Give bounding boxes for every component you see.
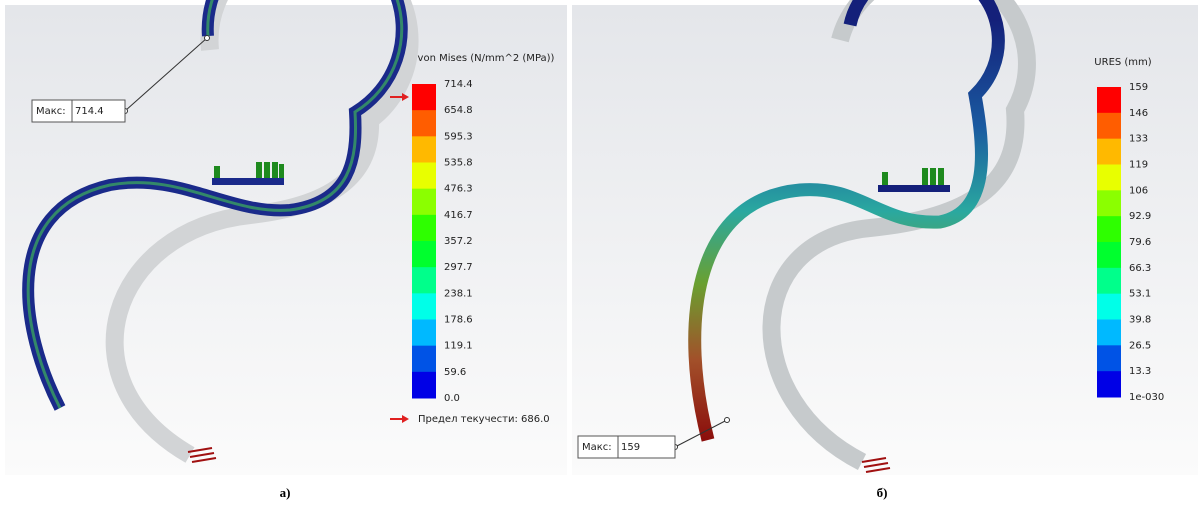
- color-band: [412, 163, 436, 190]
- legend-label: 13.3: [1129, 366, 1151, 377]
- legend-label: 106: [1129, 185, 1148, 196]
- legend-label: 654.8: [444, 105, 473, 116]
- legend-label: 92.9: [1129, 211, 1151, 222]
- max-value: 714.4: [75, 106, 104, 117]
- color-band: [412, 189, 436, 216]
- color-band: [412, 110, 436, 137]
- yield-label: Предел текучести: 686.0: [418, 414, 550, 425]
- legend-label: 39.8: [1129, 315, 1151, 326]
- legend-label: 416.7: [444, 210, 473, 221]
- color-band: [1097, 87, 1121, 113]
- legend-label: 146: [1129, 108, 1148, 119]
- color-band: [412, 136, 436, 163]
- legend-label: 535.8: [444, 158, 473, 169]
- base-plate: [878, 185, 950, 192]
- legend-label: 79.6: [1129, 237, 1151, 248]
- legend-title: von Mises (N/mm^2 (MPa)): [418, 53, 555, 64]
- color-band: [1097, 216, 1121, 242]
- legend-label: 357.2: [444, 236, 473, 247]
- color-band: [412, 346, 436, 373]
- legend-label: 119.1: [444, 341, 473, 352]
- caption: б): [877, 485, 888, 500]
- legend-label: 238.1: [444, 288, 473, 299]
- legend-label: 1e-030: [1129, 392, 1164, 403]
- color-band: [1097, 345, 1121, 371]
- legend-label: 159: [1129, 82, 1148, 93]
- color-band: [412, 372, 436, 399]
- legend-label: 476.3: [444, 184, 473, 195]
- color-band: [1097, 190, 1121, 216]
- probe-point: [205, 36, 210, 41]
- max-label: Макс:: [36, 106, 66, 117]
- color-band: [1097, 113, 1121, 139]
- color-band: [412, 320, 436, 347]
- figure: von Mises (N/mm^2 (MPa)) 714.4 654.8 595.3 5…: [0, 0, 1201, 508]
- legend-label: 297.7: [444, 262, 473, 273]
- color-band: [1097, 242, 1121, 268]
- color-band: [1097, 294, 1121, 320]
- max-value: 159: [621, 442, 640, 453]
- viewport-bg: [5, 5, 567, 475]
- color-band: [412, 215, 436, 242]
- legend-label: 0.0: [444, 393, 460, 404]
- base-plate: [212, 178, 284, 185]
- color-band: [1097, 139, 1121, 165]
- color-band: [412, 293, 436, 320]
- legend-label: 119: [1129, 160, 1148, 171]
- legend-label: 66.3: [1129, 263, 1151, 274]
- color-band: [1097, 371, 1121, 397]
- page: von Mises (N/mm^2 (MPa)) 714.4 654.8 595.3 5…: [0, 0, 1201, 508]
- legend-label: 714.4: [444, 79, 473, 90]
- color-band: [1097, 320, 1121, 346]
- color-band: [1097, 268, 1121, 294]
- legend-label: 59.6: [444, 367, 466, 378]
- color-band: [412, 241, 436, 268]
- legend-label: 133: [1129, 134, 1148, 145]
- legend-label: 53.1: [1129, 289, 1151, 300]
- legend-label: 26.5: [1129, 340, 1151, 351]
- legend-label: 178.6: [444, 315, 473, 326]
- probe-point: [725, 418, 730, 423]
- color-band: [1097, 165, 1121, 191]
- color-band: [412, 267, 436, 294]
- legend-label: 595.3: [444, 131, 473, 142]
- max-label: Макс:: [582, 442, 612, 453]
- caption: а): [280, 485, 291, 500]
- color-band: [412, 84, 436, 111]
- legend-title: URES (mm): [1094, 57, 1151, 68]
